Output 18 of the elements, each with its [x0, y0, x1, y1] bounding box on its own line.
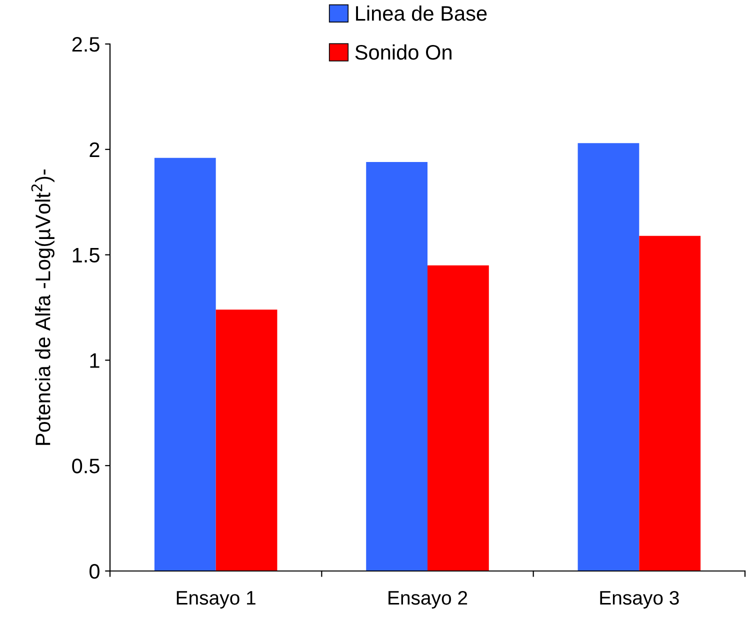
y-axis-title: Potencia de Alfa -Log(µVolt$^{2}$)- — [31, 170, 54, 445]
legend-label: Sonido On — [355, 44, 452, 60]
y-tick-label: 0.5 — [72, 458, 100, 474]
bar — [216, 310, 278, 571]
y-tick-label: 1.5 — [72, 248, 100, 263]
bar — [639, 236, 701, 571]
bar — [366, 162, 428, 571]
x-tick-label: Ensayo 1 — [176, 591, 256, 609]
y-tick-label: 2.5 — [72, 37, 100, 52]
x-tick-label: Ensayo 2 — [388, 590, 468, 609]
legend-label: Linea de Base — [356, 6, 487, 21]
bar — [154, 158, 216, 571]
bar — [428, 265, 489, 571]
y-tick-label: 2 — [90, 142, 100, 157]
y-tick-label: 1 — [90, 353, 100, 368]
x-tick-label: Ensayo 3 — [600, 590, 679, 609]
bar — [578, 143, 640, 571]
y-tick-label: 0 — [90, 564, 100, 579]
